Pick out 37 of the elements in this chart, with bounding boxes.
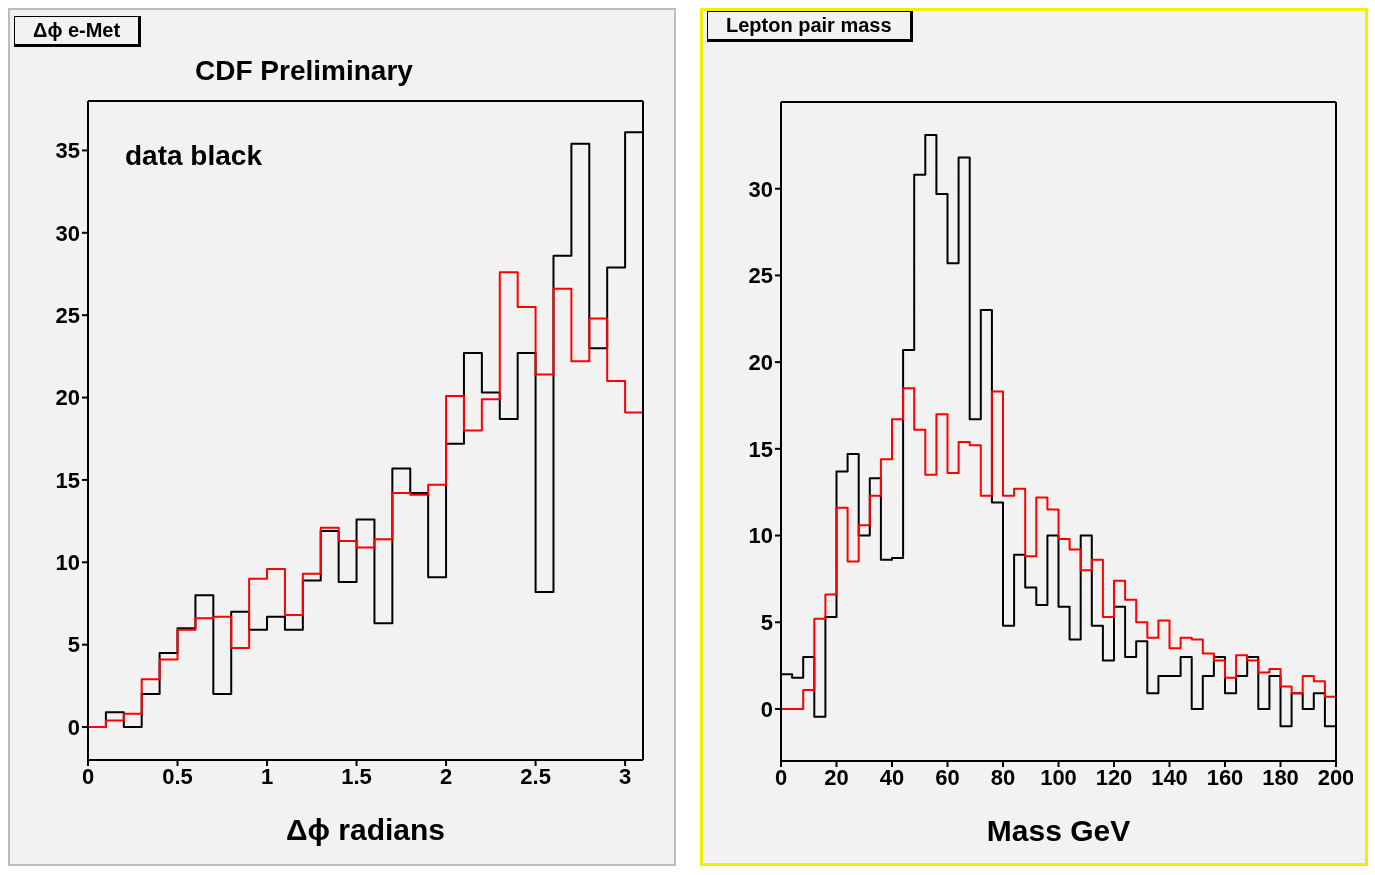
x-tick-label: 80 <box>990 764 1016 790</box>
chart-title: Δϕ e-Met <box>14 16 142 47</box>
y-tick-label: 0 <box>67 714 80 740</box>
y-tick-label: 30 <box>55 220 80 246</box>
y-tick-label: 10 <box>748 523 773 549</box>
y-tick-label: 20 <box>748 349 773 375</box>
x-tick-label: 40 <box>879 764 905 790</box>
x-tick-label: 3 <box>618 763 632 789</box>
x-tick-label: 100 <box>1040 764 1077 790</box>
x-tick-label: 120 <box>1095 764 1133 790</box>
x-tick-label: 200 <box>1317 764 1355 790</box>
x-tick-label: 0.5 <box>162 763 193 789</box>
text: CDF Preliminary <box>195 55 413 87</box>
y-tick-label: 15 <box>55 467 80 493</box>
x-tick-label: 160 <box>1206 764 1244 790</box>
y-tick-label: 15 <box>748 436 773 462</box>
y-tick-label: 35 <box>55 138 80 164</box>
y-tick-label: 5 <box>67 632 80 658</box>
x-tick-label: 180 <box>1262 764 1299 790</box>
chart-title: Lepton pair mass <box>707 11 913 42</box>
x-tick-label: 20 <box>824 764 849 790</box>
annotation: data black <box>125 140 262 172</box>
y-tick-label: 25 <box>55 302 80 328</box>
x-tick-label: 1 <box>260 763 274 789</box>
y-tick-label: 5 <box>760 610 773 636</box>
x-tick-label: 1.5 <box>341 763 372 789</box>
y-tick-label: 0 <box>760 696 773 722</box>
x-tick-label: 2 <box>439 763 453 789</box>
x-tick-label: 140 <box>1151 764 1188 790</box>
x-axis-title: Mass GeV <box>986 814 1131 847</box>
y-tick-label: 30 <box>748 176 773 202</box>
y-tick-label: 10 <box>55 550 80 576</box>
y-tick-label: 20 <box>55 385 80 411</box>
x-tick-label: 60 <box>935 764 960 790</box>
x-axis-title: Δϕ radians <box>285 813 446 846</box>
x-tick-label: 2.5 <box>520 763 551 789</box>
y-tick-label: 25 <box>748 263 773 289</box>
